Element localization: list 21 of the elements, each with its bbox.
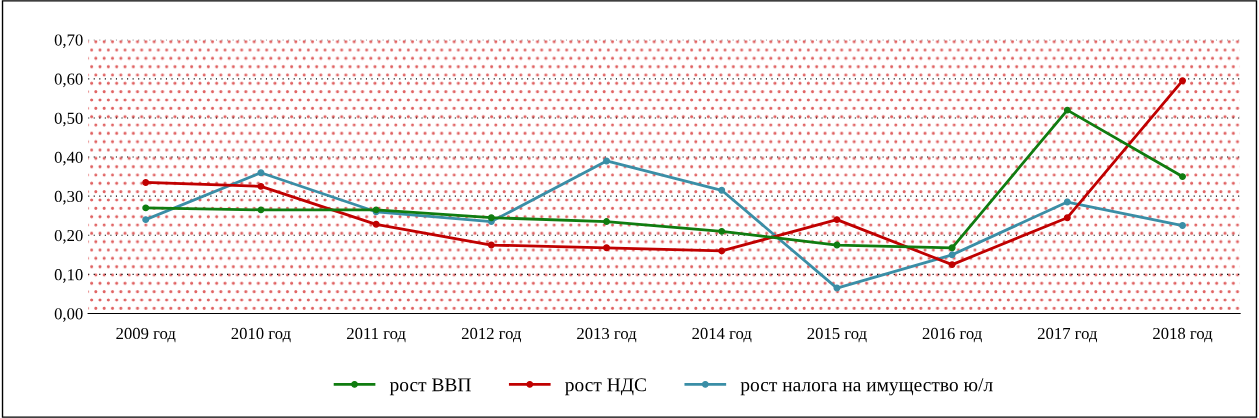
x-tick-label: 2017 год [1037, 327, 1098, 343]
x-tick-label: 2011 год [347, 327, 406, 343]
y-tick-label: 0,10 [54, 269, 83, 283]
y-tick-label: 0,70 [54, 34, 83, 49]
x-tick-label: 2014 год [692, 327, 752, 343]
legend-label: рост ВВП [389, 378, 471, 396]
x-tick-label: 2015 год [807, 327, 867, 343]
x-tick-label: 2018 год [1153, 327, 1213, 343]
y-tick-label: 0,60 [54, 73, 83, 88]
x-tick-label: 2010 год [231, 327, 291, 343]
y-tick-label: 0,00 [54, 308, 83, 322]
x-tick-label: 2013 год [577, 327, 637, 343]
x-tick-label: 2009 год [116, 327, 176, 343]
y-tick-label: 0,20 [54, 229, 83, 244]
y-tick-label: 0,40 [54, 151, 83, 166]
y-tick-label: 0,50 [54, 112, 83, 127]
legend-label: рост НДС [565, 378, 646, 396]
legend-label: рост налога на имущество ю/л [740, 378, 993, 396]
y-tick-label: 0,30 [54, 190, 83, 205]
x-tick-label: 2012 год [461, 327, 522, 343]
x-tick-label: 2016 год [922, 327, 982, 343]
